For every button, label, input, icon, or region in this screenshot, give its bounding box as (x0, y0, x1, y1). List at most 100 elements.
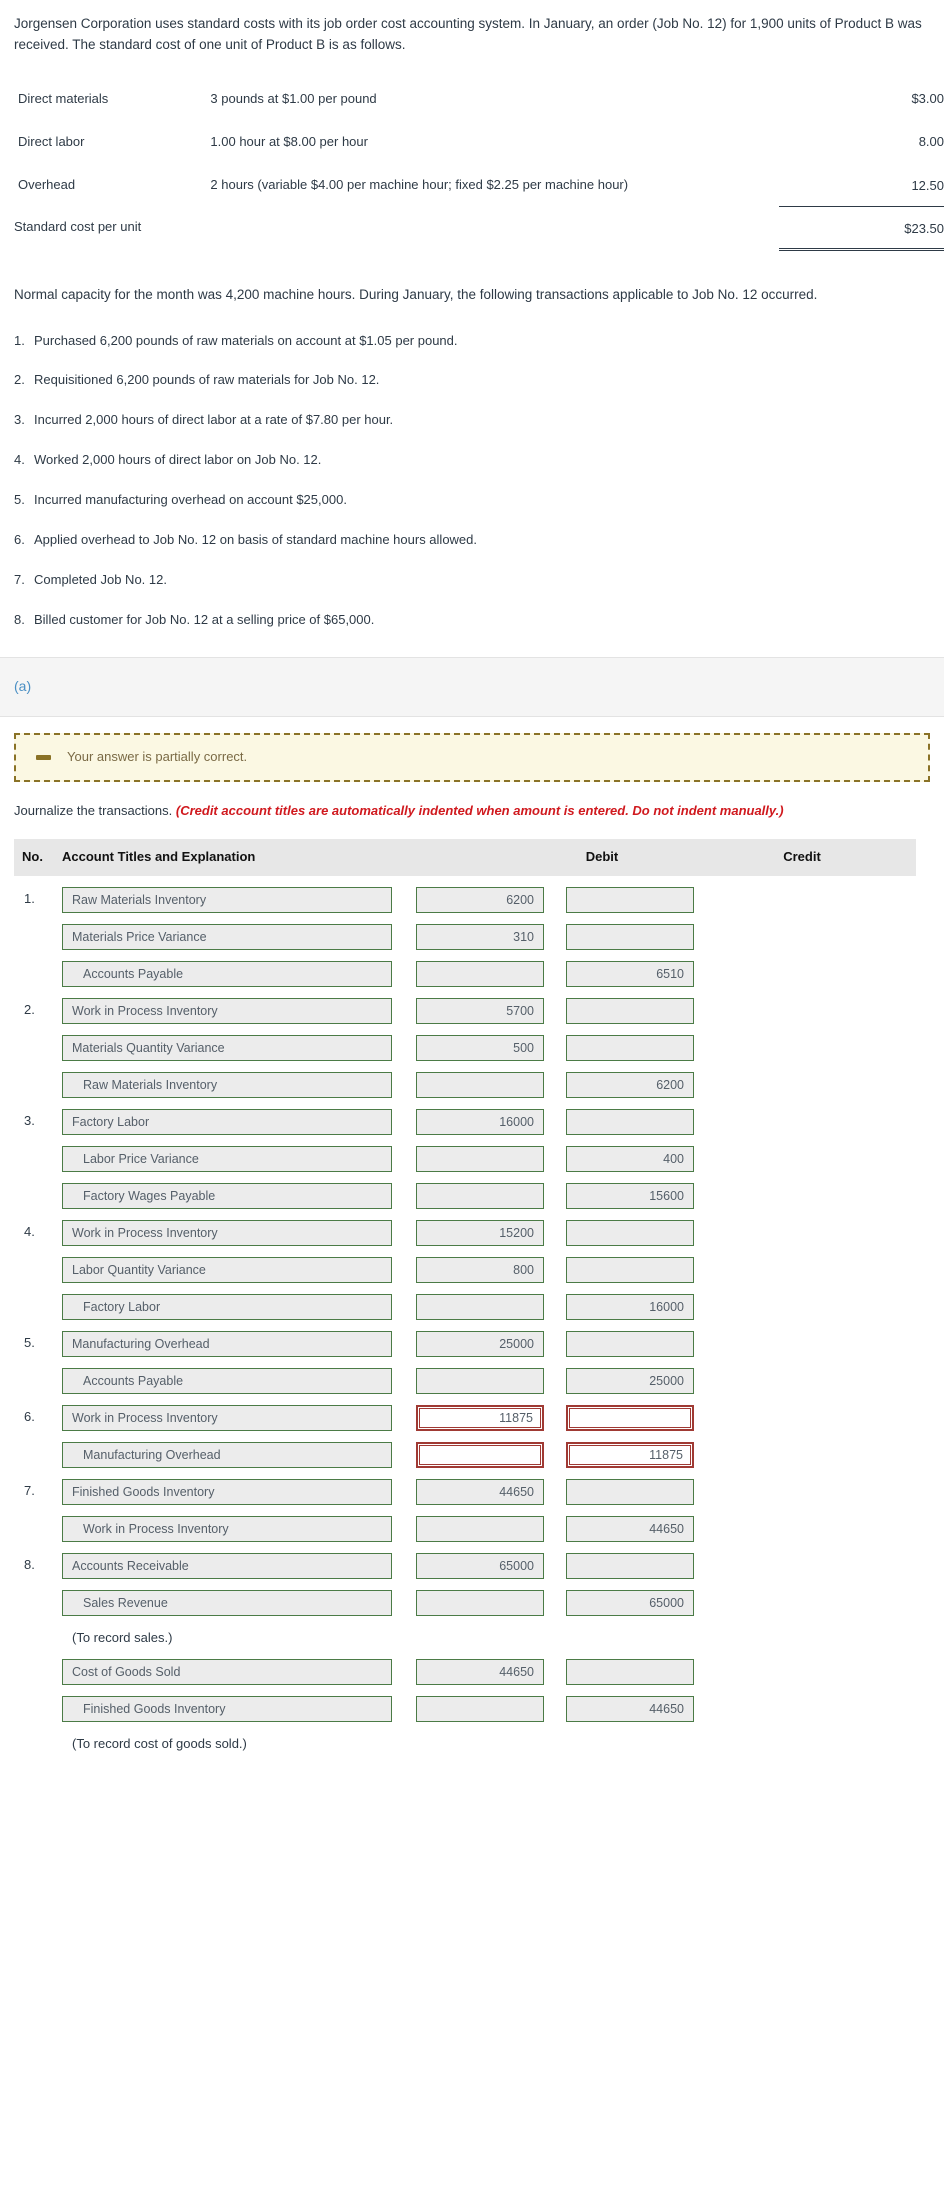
account-title-input[interactable]: Factory Wages Payable (62, 1182, 392, 1209)
account-title-input[interactable]: Accounts Receivable (62, 1552, 392, 1579)
transaction-text: Purchased 6,200 pounds of raw materials … (34, 332, 458, 348)
total-description (210, 206, 779, 249)
credit-amount-input[interactable]: 6510 (566, 960, 694, 987)
debit-amount-input[interactable] (416, 1367, 544, 1394)
section-letter: (a) (14, 678, 32, 695)
debit-amount-input[interactable]: 16000 (416, 1108, 544, 1135)
credit-amount-input[interactable]: 15600 (566, 1182, 694, 1209)
debit-amount-input[interactable] (416, 960, 544, 987)
table-row: Finished Goods Inventory 44650 (14, 1695, 916, 1722)
account-title-input[interactable]: Labor Price Variance (62, 1145, 392, 1172)
credit-amount-input[interactable]: 44650 (566, 1695, 694, 1722)
account-title-input[interactable]: Factory Labor (62, 1293, 392, 1320)
account-title-input[interactable]: Accounts Payable (62, 1367, 392, 1394)
debit-amount-input[interactable] (416, 1589, 544, 1616)
account-title-input[interactable]: Finished Goods Inventory (62, 1695, 392, 1722)
debit-amount-input[interactable]: 5700 (416, 997, 544, 1024)
total-amount: $23.50 (779, 206, 944, 251)
credit-amount-input[interactable]: 16000 (566, 1293, 694, 1320)
account-title-input[interactable]: Sales Revenue (62, 1589, 392, 1616)
list-item: 2. Requisitioned 6,200 pounds of raw mate… (0, 371, 944, 390)
account-cell: Raw Materials Inventory (62, 886, 392, 913)
credit-amount-input[interactable] (566, 886, 694, 913)
account-title-input[interactable]: Manufacturing Overhead (62, 1330, 392, 1357)
account-title-input[interactable]: Work in Process Inventory (62, 1219, 392, 1246)
table-row: Manufacturing Overhead 11875 (14, 1441, 916, 1468)
credit-amount-input[interactable]: 11875 (566, 1441, 694, 1468)
account-title-input[interactable]: Manufacturing Overhead (62, 1441, 392, 1468)
account-title-input[interactable]: Accounts Payable (62, 960, 392, 987)
debit-amount-input[interactable]: 500 (416, 1034, 544, 1061)
minus-icon (36, 755, 51, 761)
credit-amount-input[interactable] (566, 1219, 694, 1246)
debit-amount-input[interactable] (416, 1515, 544, 1542)
debit-amount-input[interactable]: 6200 (416, 886, 544, 913)
debit-amount-input[interactable] (416, 1182, 544, 1209)
transaction-list: 1. Purchased 6,200 pounds of raw material… (0, 332, 944, 630)
credit-amount-input[interactable] (566, 1330, 694, 1357)
account-cell: Manufacturing Overhead (62, 1441, 392, 1468)
debit-amount-input[interactable]: 11875 (416, 1404, 544, 1431)
credit-cell (566, 1552, 694, 1579)
debit-amount-input[interactable] (416, 1695, 544, 1722)
credit-amount-input[interactable] (566, 1552, 694, 1579)
debit-amount-input[interactable] (416, 1145, 544, 1172)
debit-amount-input[interactable]: 15200 (416, 1219, 544, 1246)
table-row: 8. Accounts Receivable 65000 (14, 1552, 916, 1579)
header-no: No. (22, 848, 43, 864)
account-title-input[interactable]: Finished Goods Inventory (62, 1478, 392, 1505)
credit-amount-input[interactable]: 400 (566, 1145, 694, 1172)
debit-cell: 44650 (416, 1478, 544, 1505)
debit-cell: 11875 (416, 1404, 544, 1431)
instruction-line: Journalize the transactions. (Credit acc… (14, 802, 930, 821)
debit-amount-input[interactable]: 44650 (416, 1658, 544, 1685)
account-cell: Cost of Goods Sold (62, 1658, 392, 1685)
debit-amount-input[interactable]: 44650 (416, 1478, 544, 1505)
account-title-input[interactable]: Materials Quantity Variance (62, 1034, 392, 1061)
credit-amount-input[interactable]: 44650 (566, 1515, 694, 1542)
table-row: 3. Factory Labor 16000 (14, 1108, 916, 1135)
problem-statement: Jorgensen Corporation uses standard cost… (14, 16, 922, 52)
debit-cell (416, 1182, 544, 1209)
status-banner-text: Your answer is partially correct. (67, 749, 248, 765)
transaction-number: 2. (14, 372, 25, 388)
instruction-lead: Journalize the transactions. (14, 803, 176, 819)
credit-cell (566, 1478, 694, 1505)
credit-amount-input[interactable] (566, 997, 694, 1024)
entry-number: 5. (24, 1335, 35, 1351)
credit-cell (566, 1034, 694, 1061)
account-title-input[interactable]: Labor Quantity Variance (62, 1256, 392, 1283)
credit-amount-input[interactable] (566, 1108, 694, 1135)
credit-cell: 11875 (566, 1441, 694, 1468)
table-row: 1. Raw Materials Inventory 6200 (14, 886, 916, 913)
debit-amount-input[interactable]: 800 (416, 1256, 544, 1283)
debit-amount-input[interactable] (416, 1293, 544, 1320)
credit-amount-input[interactable] (566, 1658, 694, 1685)
account-cell: Materials Quantity Variance (62, 1034, 392, 1061)
credit-amount-input[interactable] (566, 923, 694, 950)
account-title-input[interactable]: Work in Process Inventory (62, 1404, 392, 1431)
account-title-input[interactable]: Factory Labor (62, 1108, 392, 1135)
credit-amount-input[interactable]: 25000 (566, 1367, 694, 1394)
credit-amount-input[interactable] (566, 1034, 694, 1061)
credit-amount-input[interactable]: 65000 (566, 1589, 694, 1616)
credit-amount-input[interactable] (566, 1404, 694, 1431)
credit-amount-input[interactable]: 6200 (566, 1071, 694, 1098)
account-title-input[interactable]: Work in Process Inventory (62, 997, 392, 1024)
account-title-input[interactable]: Raw Materials Inventory (62, 1071, 392, 1098)
account-title-input[interactable]: Work in Process Inventory (62, 1515, 392, 1542)
debit-amount-input[interactable]: 25000 (416, 1330, 544, 1357)
debit-amount-input[interactable] (416, 1441, 544, 1468)
debit-amount-input[interactable]: 65000 (416, 1552, 544, 1579)
credit-amount-input[interactable] (566, 1478, 694, 1505)
debit-cell (416, 1515, 544, 1542)
credit-amount-input[interactable] (566, 1256, 694, 1283)
debit-amount-input[interactable] (416, 1071, 544, 1098)
account-title-input[interactable]: Raw Materials Inventory (62, 886, 392, 913)
account-title-input[interactable]: Cost of Goods Sold (62, 1658, 392, 1685)
debit-amount-input[interactable]: 310 (416, 923, 544, 950)
account-cell: Work in Process Inventory (62, 997, 392, 1024)
credit-cell: 400 (566, 1145, 694, 1172)
entry-number: 8. (24, 1557, 35, 1573)
account-title-input[interactable]: Materials Price Variance (62, 923, 392, 950)
